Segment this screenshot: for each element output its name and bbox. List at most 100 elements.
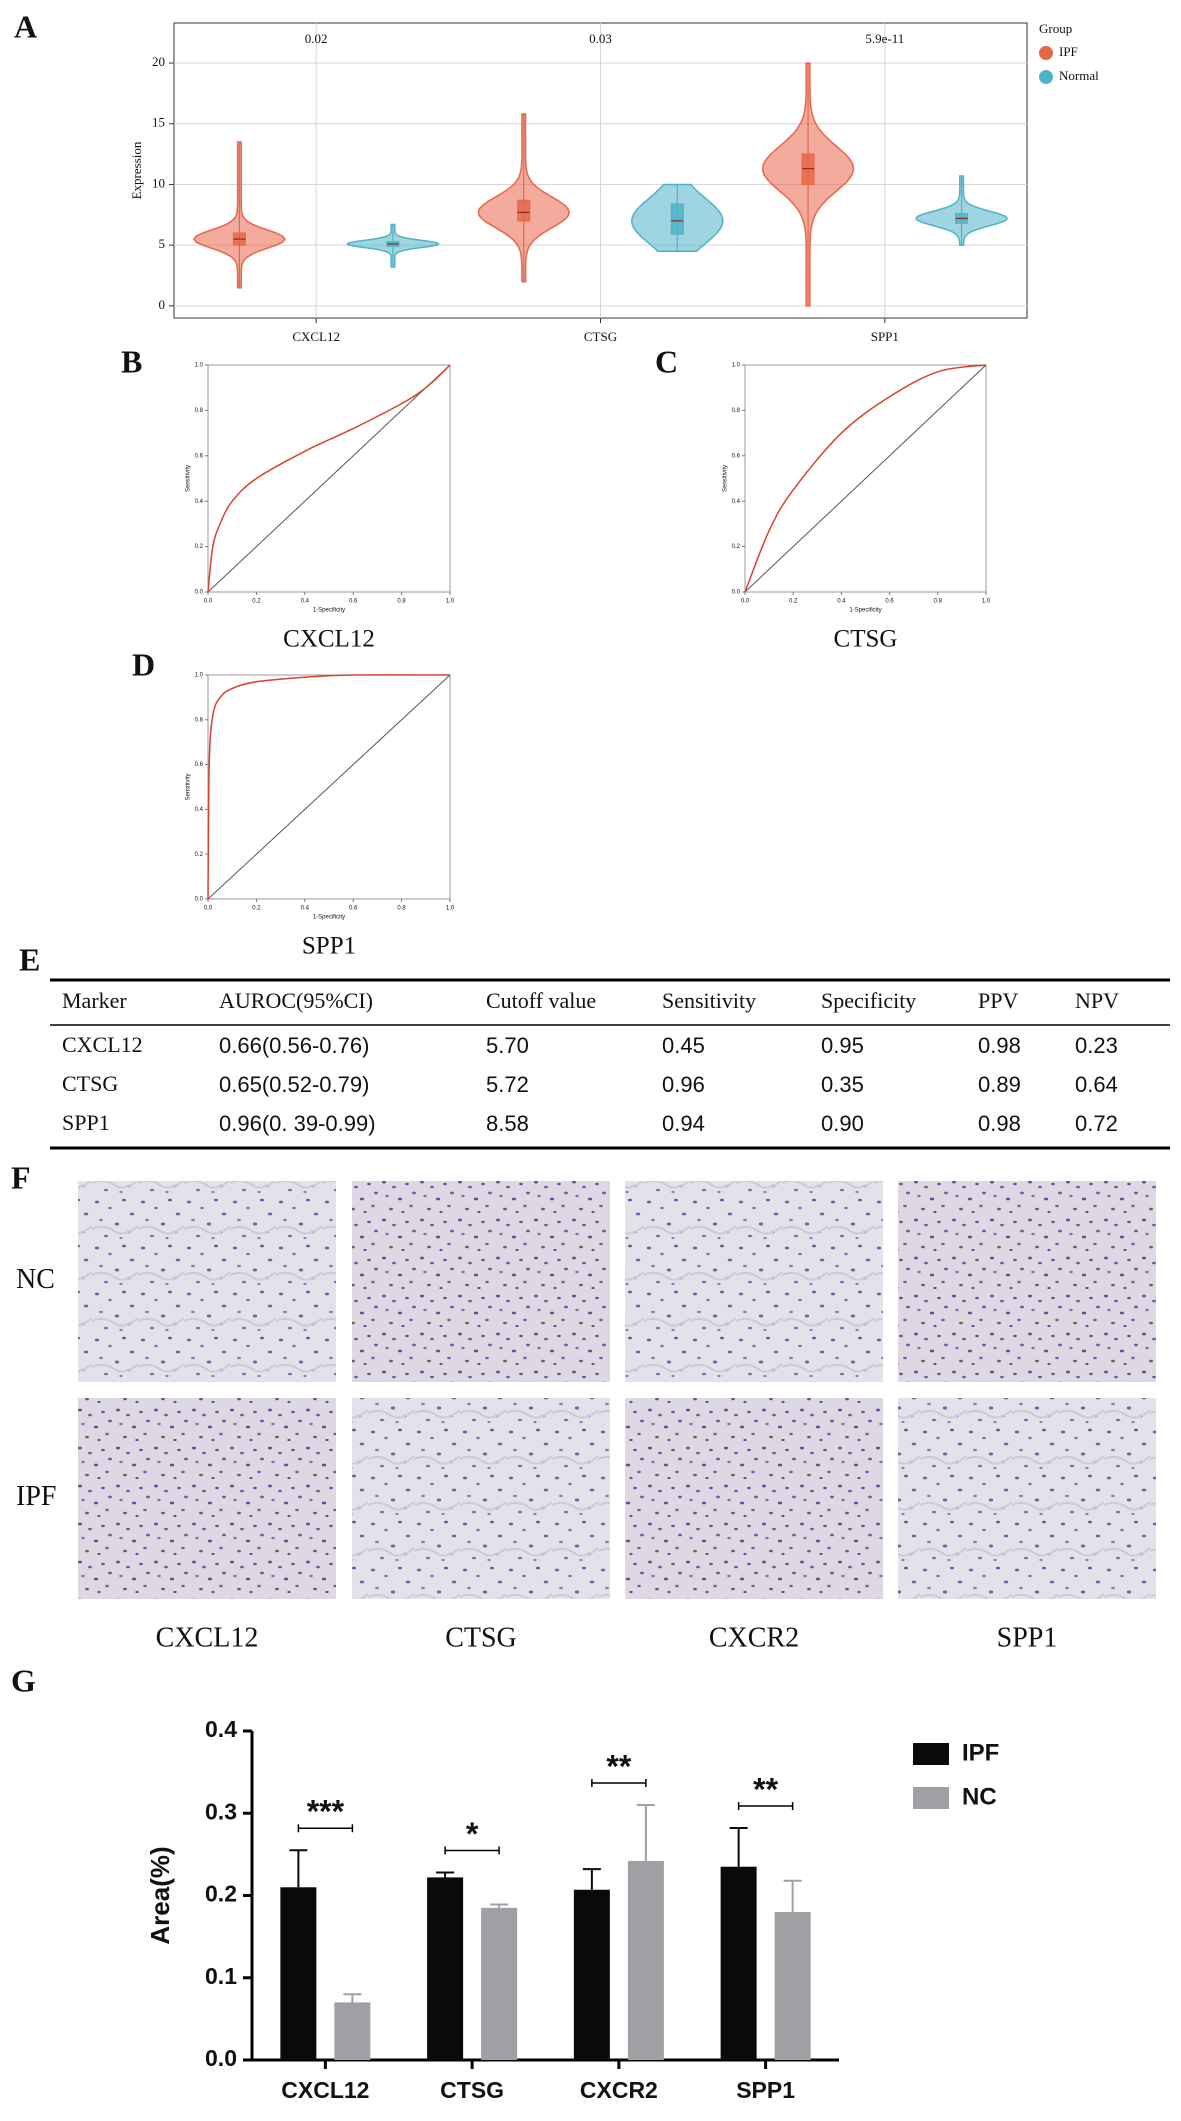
ihc-image — [352, 1398, 610, 1599]
x-tick-label: 0.2 — [252, 599, 261, 605]
bar — [720, 1866, 757, 2060]
y-axis-label: Area(%) — [145, 1846, 175, 1944]
x-tick-label: 0.4 — [301, 906, 310, 912]
bar — [627, 1860, 664, 2060]
x-tick-label: SPP1 — [736, 2077, 795, 2103]
y-tick-label: 0.0 — [195, 897, 204, 903]
table-cell: 0.96(0. 39-0.99) — [219, 1111, 376, 1136]
bar — [573, 1889, 610, 2060]
y-tick-label: 0.0 — [205, 2045, 237, 2071]
panel-letter: B — [121, 343, 142, 379]
table-header-cell: Cutoff value — [486, 988, 596, 1013]
x-tick-label: 0.6 — [885, 599, 894, 605]
significance-label: ** — [753, 1772, 778, 1808]
ihc-image — [78, 1181, 336, 1382]
y-tick-label: 0.4 — [195, 807, 204, 813]
table-cell: 5.70 — [486, 1033, 529, 1058]
x-tick-label: 0.8 — [397, 599, 406, 605]
x-tick-label: 1.0 — [982, 599, 991, 605]
table-cell: CXCL12 — [62, 1032, 143, 1057]
roc-curve — [207, 674, 451, 900]
plot-frame — [207, 364, 451, 593]
table-header-cell: Sensitivity — [662, 988, 756, 1013]
y-axis-label: Sensitivity — [723, 465, 729, 492]
legend-label: IPF — [1059, 44, 1078, 59]
legend-swatch — [913, 1787, 949, 1809]
x-tick-label: CTSG — [584, 329, 617, 344]
x-tick-label: 0.0 — [741, 599, 750, 605]
x-tick-label: 0.6 — [349, 599, 358, 605]
panel-letter: G — [11, 1662, 36, 1698]
bar — [334, 2002, 371, 2060]
legend-label: Normal — [1059, 68, 1099, 83]
significance-label: ** — [606, 1748, 631, 1784]
legend-label: NC — [962, 1783, 997, 1810]
y-tick-label: 0.4 — [205, 1716, 237, 1742]
y-axis-label: Sensitivity — [186, 773, 192, 800]
y-axis-label: Sensitivity — [186, 465, 192, 492]
table-header-cell: AUROC(95%CI) — [219, 988, 373, 1013]
x-tick-label: 0.4 — [301, 599, 310, 605]
legend-title: Group — [1039, 21, 1072, 36]
reference-diagonal — [207, 364, 451, 593]
y-tick-label: 1.0 — [732, 363, 741, 369]
y-tick-label: 0.2 — [205, 1881, 237, 1907]
y-tick-label: 20 — [152, 54, 165, 69]
column-label: CXCR2 — [709, 1622, 799, 1653]
x-tick-label: SPP1 — [871, 329, 899, 344]
p-value: 0.02 — [305, 31, 328, 46]
x-tick-label: 1.0 — [446, 906, 455, 912]
legend-swatch — [1039, 46, 1053, 60]
table-cell: 8.58 — [486, 1111, 529, 1136]
y-tick-label: 0.8 — [195, 408, 204, 414]
x-tick-label: CXCL12 — [292, 329, 340, 344]
panel-letter: D — [132, 646, 155, 682]
table-header-cell: PPV — [978, 988, 1018, 1013]
ihc-image — [352, 1181, 610, 1382]
y-axis-label: Expression — [129, 141, 144, 199]
significance-label: *** — [307, 1794, 345, 1830]
table-header-cell: Marker — [62, 988, 127, 1013]
roc-title: CXCL12 — [283, 626, 375, 653]
x-axis-label: 1-Specificity — [313, 608, 345, 614]
bar — [481, 1907, 518, 2060]
y-tick-label: 0.2 — [732, 544, 741, 550]
y-tick-label: 0.0 — [195, 590, 204, 596]
bar — [774, 1911, 811, 2060]
reference-diagonal — [207, 674, 451, 900]
table-cell: 0.64 — [1075, 1072, 1118, 1097]
ihc-image — [898, 1181, 1156, 1382]
y-tick-label: 0.4 — [732, 499, 741, 505]
legend-swatch — [913, 1743, 949, 1765]
y-tick-label: 0.2 — [195, 544, 204, 550]
panel-letter: F — [11, 1159, 31, 1195]
table-cell: 0.98 — [978, 1033, 1021, 1058]
column-label: CTSG — [445, 1622, 517, 1653]
table-cell: 5.72 — [486, 1072, 529, 1097]
table-cell: SPP1 — [62, 1110, 110, 1135]
table-cell: 0.66(0.56-0.76) — [219, 1033, 369, 1058]
x-tick-label: 0.8 — [397, 906, 406, 912]
y-tick-label: 1.0 — [195, 673, 204, 679]
roc-curve — [744, 364, 987, 593]
table-cell: 0.23 — [1075, 1033, 1118, 1058]
table-cell: 0.90 — [821, 1111, 864, 1136]
x-tick-label: 1.0 — [446, 599, 455, 605]
x-tick-label: 0.8 — [934, 599, 943, 605]
roc-title: CTSG — [834, 626, 898, 653]
table-cell: 0.94 — [662, 1111, 705, 1136]
y-tick-label: 0.2 — [195, 852, 204, 858]
plot-frame — [744, 364, 987, 593]
y-tick-label: 0.3 — [205, 1798, 237, 1824]
y-tick-label: 5 — [159, 236, 166, 251]
table-cell: 0.45 — [662, 1033, 705, 1058]
table-cell: 0.72 — [1075, 1111, 1118, 1136]
table-cell: 0.95 — [821, 1033, 864, 1058]
bar — [427, 1877, 464, 2060]
ihc-image — [625, 1181, 883, 1382]
table-cell: 0.35 — [821, 1072, 864, 1097]
row-label: NC — [16, 1264, 55, 1295]
box — [517, 199, 531, 222]
y-tick-label: 15 — [152, 115, 165, 130]
